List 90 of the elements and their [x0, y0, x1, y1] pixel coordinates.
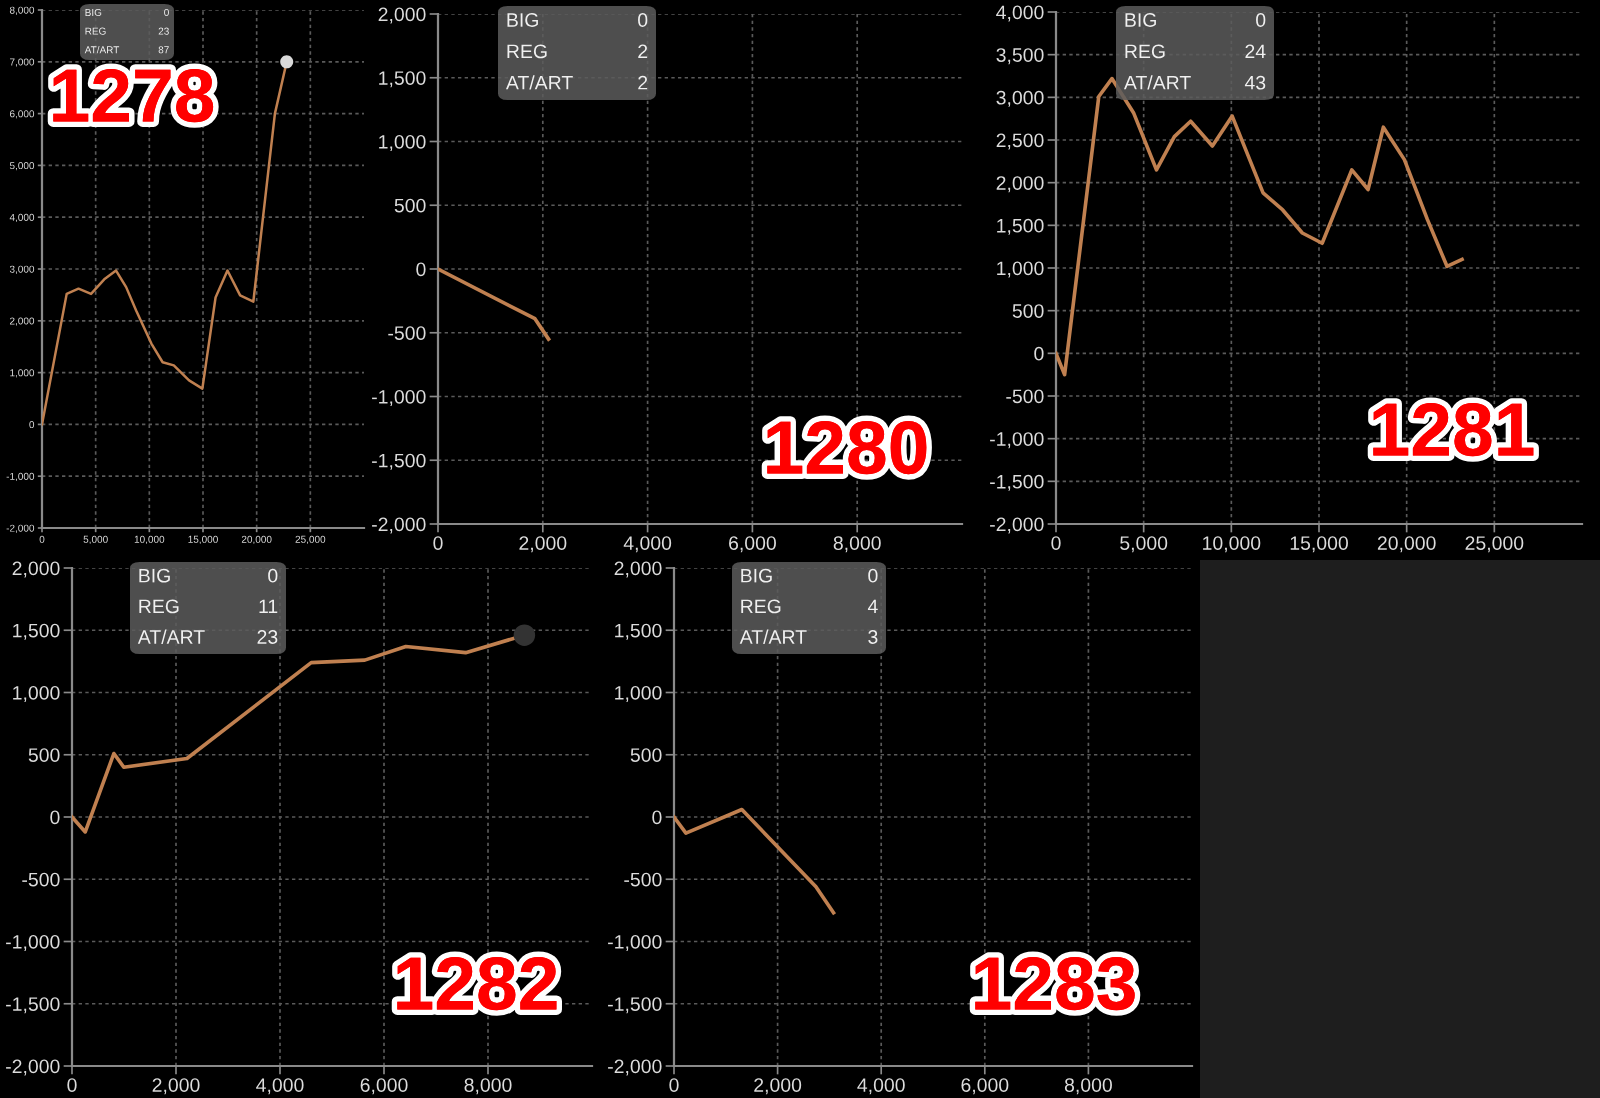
x-tick-label: 8,000 [833, 536, 881, 553]
y-tick-label: 0 [416, 262, 426, 277]
text: 1280 [767, 421, 927, 475]
x-tick-label: 5,000 [1120, 536, 1168, 553]
annotation: BIG [139, 568, 170, 583]
y-tick-label: -2,000 [6, 1059, 60, 1076]
y-tick-label: -2,000 [608, 1059, 662, 1076]
annotation: AT/ART [739, 629, 807, 644]
y-tick-label: -500 [624, 872, 662, 887]
y-tick-label: 0 [652, 810, 662, 825]
y-tick-label: -1,000 [608, 934, 662, 952]
y-tick-label: 4,000 [996, 5, 1044, 22]
text: 1281 [1373, 403, 1534, 457]
x-tick-label: 0 [669, 1078, 679, 1092]
annotation: 24 [1245, 44, 1266, 59]
y-tick-label: -1,500 [608, 997, 662, 1014]
annotation: 43 [1244, 75, 1266, 90]
line-series [1056, 76, 1464, 377]
annotation: AT/ART [137, 629, 205, 644]
annotation: 11 [259, 599, 278, 614]
x-tick-label: 4,000 [256, 1078, 304, 1095]
y-tick-label: 1,000 [13, 685, 60, 703]
annotation: 2 [638, 44, 648, 59]
y-tick-label: 2,000 [996, 176, 1044, 193]
y-tick-label: 1,000 [379, 134, 426, 152]
y-tick-label: 500 [630, 748, 662, 762]
x-tick-label: 20,000 [1377, 536, 1436, 553]
x-tick-label: 2,000 [754, 1078, 802, 1095]
y-tick-label: 500 [1012, 304, 1044, 318]
y-tick-label: 500 [28, 748, 60, 762]
x-tick-label: 15,000 [1290, 536, 1348, 553]
annotation: 4 [867, 599, 878, 614]
annotation: 2 [638, 75, 648, 90]
annotation: REG [741, 599, 781, 614]
y-tick-label: 2,000 [614, 561, 662, 578]
x-tick-label: 6,000 [961, 1078, 1009, 1095]
annotation: AT/ART [505, 75, 573, 90]
y-tick-label: 1,500 [13, 623, 60, 640]
y-tick-label: -1,000 [990, 432, 1044, 449]
line-series [674, 807, 836, 915]
text: 1283 [975, 957, 1135, 1011]
x-tick-label: 2,000 [152, 1078, 200, 1095]
x-tick-label: 10,000 [1203, 536, 1261, 553]
x-tick-label: 6,000 [360, 1078, 408, 1095]
annotation: 0 [268, 568, 278, 583]
y-tick-label: -1,000 [6, 934, 60, 952]
annotation: BIG [1125, 13, 1156, 27]
x-tick-label: 25,000 [1465, 536, 1524, 553]
annotation: 3 [868, 630, 878, 644]
y-tick-label: 2,000 [12, 561, 60, 578]
annotation: REG [507, 44, 547, 59]
y-tick-label: 500 [394, 198, 426, 213]
x-tick-label: 6,000 [729, 536, 776, 553]
y-tick-label: 1,000 [615, 685, 662, 703]
x-tick-label: 4,000 [857, 1078, 905, 1095]
y-tick-label: 3,000 [996, 90, 1044, 107]
annotation: REG [1125, 44, 1165, 59]
y-tick-label: 1,500 [997, 218, 1044, 235]
y-tick-label: 0 [1034, 346, 1044, 361]
y-tick-label: 3,500 [996, 48, 1044, 65]
x-tick-label: 0 [1051, 536, 1061, 550]
y-tick-label: 1,500 [615, 623, 662, 640]
y-tick-label: -1,500 [6, 997, 60, 1014]
y-tick-label: -1,000 [372, 389, 426, 407]
y-tick-label: -1,500 [990, 474, 1044, 491]
x-tick-label: 8,000 [464, 1078, 512, 1095]
x-tick-label: 2,000 [519, 536, 567, 553]
y-tick-label: -2,000 [372, 517, 426, 534]
y-tick-label: -2,000 [990, 517, 1044, 534]
y-tick-label: -500 [1006, 389, 1044, 404]
annotation: AT/ART [1123, 75, 1191, 90]
x-tick-label: 0 [433, 536, 443, 550]
text: 1278 [53, 69, 214, 123]
y-tick-label: -500 [388, 326, 426, 340]
annotation: 0 [868, 568, 878, 583]
y-tick-label: 1,500 [379, 71, 426, 88]
annotation: BIG [507, 13, 538, 27]
text: 1282 [397, 957, 557, 1011]
y-tick-label: 2,000 [378, 7, 426, 24]
y-tick-label: 1,000 [997, 261, 1044, 278]
x-tick-label: 8,000 [1064, 1078, 1112, 1095]
y-tick-label: 2,500 [996, 133, 1044, 150]
annotation: REG [139, 599, 179, 614]
annotation: BIG [741, 568, 772, 583]
y-tick-label: -500 [22, 872, 60, 887]
x-tick-label: 0 [67, 1078, 77, 1092]
y-tick-label: 0 [50, 810, 60, 825]
annotation: 0 [1256, 13, 1266, 27]
annotation: 23 [257, 630, 278, 644]
y-tick-label: -1,500 [372, 453, 426, 470]
